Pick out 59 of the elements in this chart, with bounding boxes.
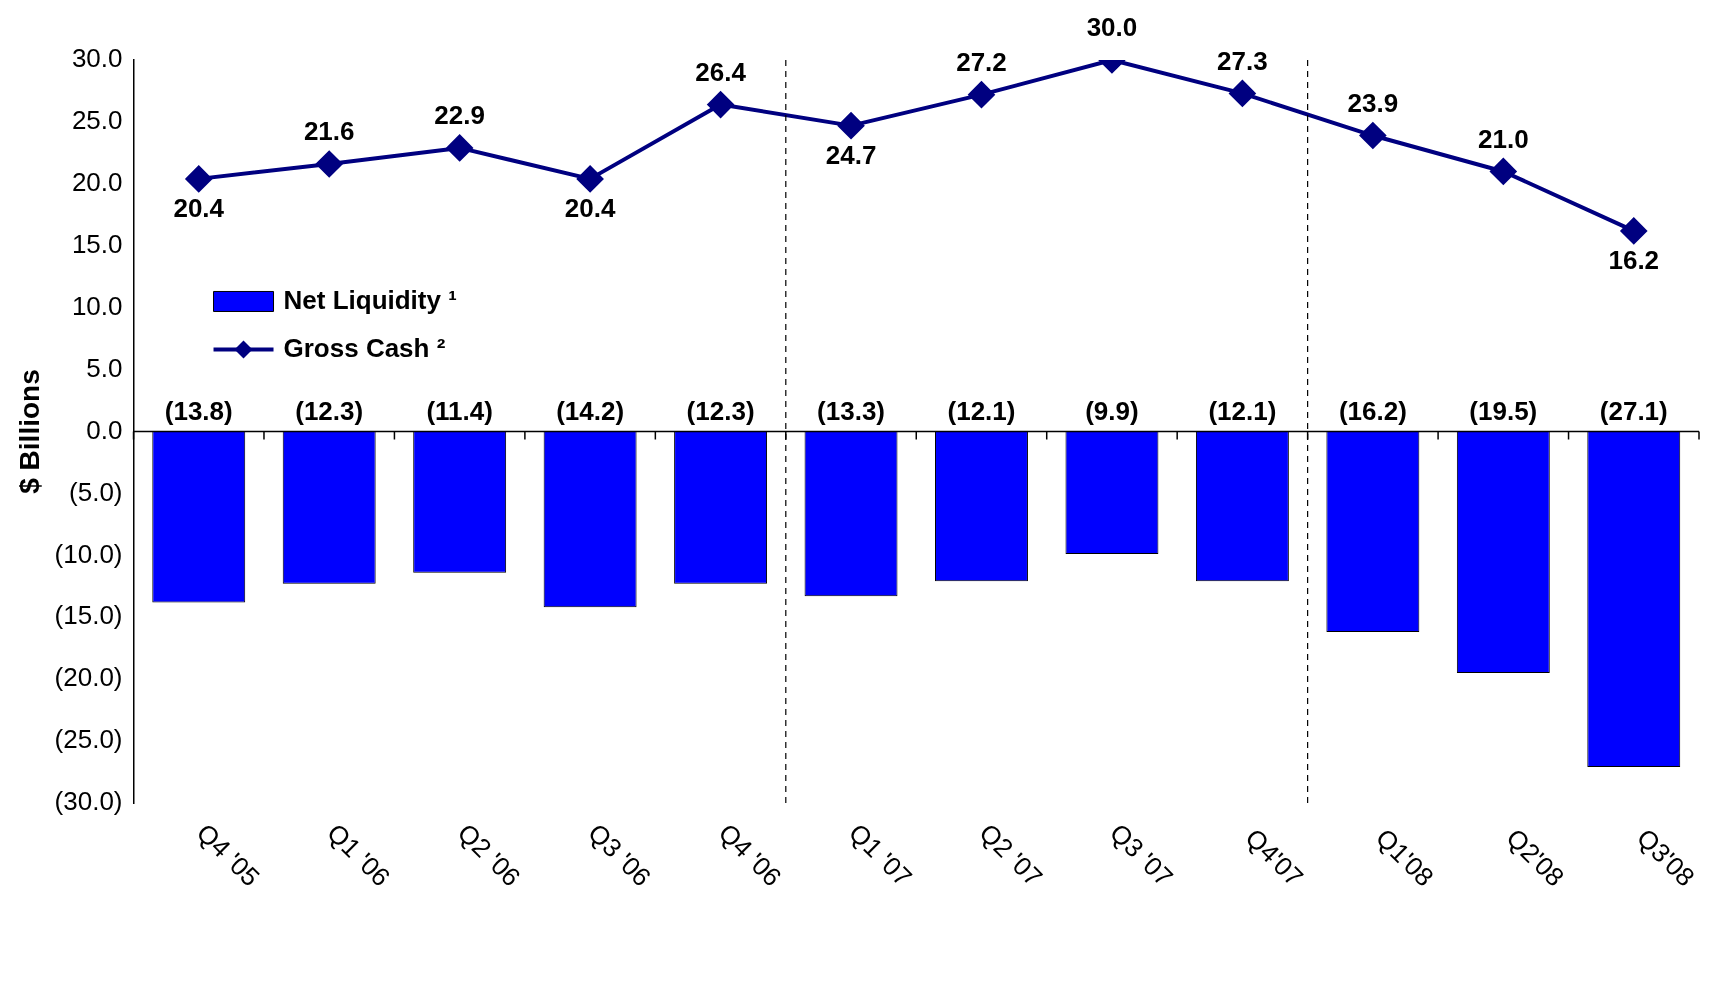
data-label: 20.4 (564, 193, 616, 224)
y-tick-label: (25.0) (54, 724, 123, 755)
data-label: 24.7 (825, 139, 877, 170)
point (1490, 158, 1517, 185)
point (577, 165, 604, 192)
point (707, 91, 734, 118)
data-label: (13.8) (164, 395, 233, 426)
y-tick-label: 30.0 (71, 43, 123, 74)
data-label: 21.6 (303, 116, 355, 147)
point (838, 112, 865, 139)
point (185, 165, 212, 192)
data-label: 16.2 (1608, 245, 1660, 276)
data-label: (27.1) (1599, 395, 1668, 426)
y-tick-label: 25.0 (71, 105, 123, 136)
x-tick-label: Q2 '07 (973, 817, 1049, 893)
data-label: (19.5) (1469, 395, 1538, 426)
data-label: 22.9 (434, 100, 485, 131)
data-label: (12.3) (686, 395, 755, 426)
data-label: (9.9) (1085, 395, 1139, 426)
x-tick-label: Q1 '06 (321, 817, 397, 893)
point (968, 81, 995, 108)
data-label: (14.2) (556, 395, 625, 426)
data-label: 23.9 (1347, 87, 1399, 118)
point (1359, 122, 1386, 149)
y-tick-label: (5.0) (69, 476, 123, 507)
x-tick-label: Q3 '07 (1104, 817, 1179, 893)
y-tick-label: (10.0) (54, 538, 123, 569)
y-tick-label: 10.0 (71, 290, 123, 321)
legend-label: Net Liquidity ¹ (283, 284, 457, 315)
point (446, 134, 473, 161)
x-tick-label: Q4 '05 (190, 817, 266, 893)
x-tick-label: Q2 '06 (451, 817, 527, 893)
x-tick-label: Q4 '06 (712, 817, 788, 893)
point (1620, 217, 1647, 244)
data-label: (12.1) (1208, 395, 1277, 426)
x-tick-label: Q3 '06 (582, 817, 658, 893)
y-tick-label: (20.0) (54, 662, 123, 693)
data-label: (12.1) (947, 395, 1016, 426)
y-tick-label: 0.0 (86, 414, 123, 445)
legend-label: Gross Cash ² (283, 332, 446, 363)
data-label: 20.4 (173, 193, 225, 224)
data-label: 21.0 (1478, 123, 1529, 154)
data-label: 27.2 (956, 46, 1007, 77)
data-label: (12.3) (295, 395, 364, 426)
y-tick-label: (15.0) (54, 600, 123, 631)
y-axis-title: $ Billions (13, 369, 45, 494)
data-label: (16.2) (1338, 395, 1407, 426)
data-label: 30.0 (1086, 12, 1138, 43)
y-tick-label: 20.0 (71, 167, 123, 198)
point (1229, 80, 1256, 107)
x-tick-label: Q1 '07 (843, 817, 918, 893)
data-label: 26.4 (695, 56, 747, 87)
point (316, 151, 343, 178)
y-tick-label: 15.0 (71, 228, 123, 259)
y-tick-label: (30.0) (54, 786, 123, 817)
y-tick-label: 5.0 (86, 352, 123, 383)
data-label: (13.3) (817, 395, 885, 426)
data-label: 27.3 (1217, 45, 1268, 76)
data-label: (11.4) (426, 395, 493, 426)
